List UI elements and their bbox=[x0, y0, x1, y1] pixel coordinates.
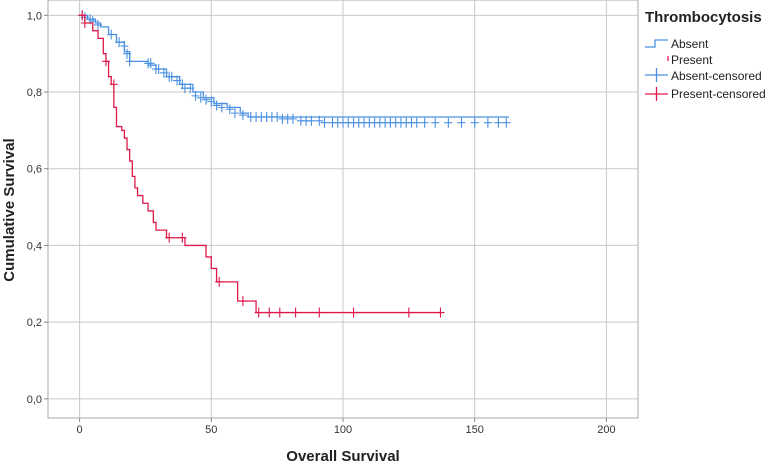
y-tick-label: 0,4 bbox=[27, 240, 42, 252]
x-tick-label: 50 bbox=[205, 424, 217, 436]
censor-mark-absent bbox=[494, 117, 503, 128]
y-tick-label: 0,2 bbox=[27, 317, 42, 329]
censor-mark-present bbox=[315, 307, 324, 318]
legend-swatch-absent bbox=[645, 39, 668, 48]
censor-mark-absent bbox=[154, 64, 163, 75]
censor-mark-absent bbox=[483, 117, 492, 128]
censor-mark-absent bbox=[457, 117, 466, 128]
censor-mark-present bbox=[78, 10, 87, 21]
survival-curve-present bbox=[79, 14, 441, 314]
censor-mark-absent bbox=[146, 58, 155, 69]
censor-mark-present bbox=[349, 307, 358, 318]
censor-mark-absent bbox=[320, 117, 329, 128]
censor-mark-present bbox=[275, 307, 284, 318]
censor-mark-absent bbox=[123, 48, 132, 59]
censor-mark-absent bbox=[307, 115, 316, 126]
legend-item-absent: Absent bbox=[645, 37, 709, 51]
censor-mark-absent bbox=[186, 83, 195, 94]
legend-label-present-censored: Present-censored bbox=[671, 87, 766, 101]
censor-mark-absent bbox=[225, 104, 234, 115]
censor-mark-present bbox=[109, 79, 118, 90]
y-axis-ticks: 0,0 0,2 0,4 0,6 0,8 1,0 bbox=[27, 10, 48, 406]
y-tick-label: 0,6 bbox=[27, 164, 42, 176]
censor-mark-absent bbox=[420, 117, 429, 128]
legend-item-present-censored: Present-censored bbox=[645, 87, 766, 101]
censor-mark-absent bbox=[191, 90, 200, 101]
censor-mark-absent bbox=[412, 117, 421, 128]
x-tick-label: 200 bbox=[597, 424, 615, 436]
legend-label-absent-censored: Absent-censored bbox=[671, 69, 762, 83]
legend-item-present: Present bbox=[667, 53, 713, 67]
censor-mark-absent bbox=[431, 117, 440, 128]
y-axis-title: Cumulative Survival bbox=[1, 138, 18, 281]
y-tick-label: 1,0 bbox=[27, 10, 42, 22]
censor-mark-absent bbox=[288, 113, 297, 124]
censor-mark-absent bbox=[159, 67, 168, 78]
x-tick-label: 0 bbox=[77, 424, 83, 436]
legend-label-present: Present bbox=[671, 53, 713, 67]
x-tick-label: 150 bbox=[466, 424, 484, 436]
censor-mark-absent bbox=[167, 71, 176, 82]
legend-swatch-present-censored bbox=[645, 87, 668, 101]
x-axis-ticks: 0 50 100 150 200 bbox=[77, 418, 616, 436]
censor-mark-present bbox=[404, 307, 413, 318]
censor-mark-absent bbox=[212, 100, 221, 111]
censor-mark-absent bbox=[120, 41, 129, 52]
censor-mark-absent bbox=[315, 115, 324, 126]
censor-mark-absent bbox=[217, 102, 226, 113]
censor-mark-absent bbox=[470, 117, 479, 128]
censor-mark-absent bbox=[94, 19, 103, 30]
censor-mark-present bbox=[80, 18, 89, 29]
censor-mark-present bbox=[291, 307, 300, 318]
censor-mark-present bbox=[165, 232, 174, 243]
legend-title: Thrombocytosis bbox=[645, 9, 762, 26]
legend-item-absent-censored: Absent-censored bbox=[645, 68, 762, 83]
censor-mark-absent bbox=[196, 92, 205, 103]
censor-mark-present bbox=[178, 232, 187, 243]
y-tick-label: 0,0 bbox=[27, 394, 42, 406]
censor-mark-present bbox=[265, 307, 274, 318]
censor-mark-absent bbox=[125, 56, 134, 67]
censor-mark-absent bbox=[444, 117, 453, 128]
censor-mark-absent bbox=[231, 108, 240, 119]
legend: Thrombocytosis Absent Present Absent-cen… bbox=[645, 9, 766, 101]
censor-mark-absent bbox=[107, 29, 116, 40]
censor-mark-present bbox=[101, 56, 110, 67]
censor-mark-absent bbox=[273, 111, 282, 122]
censor-mark-absent bbox=[115, 37, 124, 48]
censor-mark-absent bbox=[202, 94, 211, 105]
censor-mark-present bbox=[436, 307, 445, 318]
series-layer bbox=[78, 10, 511, 318]
grid-lines bbox=[48, 0, 638, 418]
censor-mark-present bbox=[254, 307, 263, 318]
legend-label-absent: Absent bbox=[671, 37, 709, 51]
legend-swatch-absent-censored bbox=[645, 68, 668, 82]
censor-mark-present bbox=[238, 296, 247, 307]
censor-mark-present bbox=[215, 276, 224, 287]
censor-mark-absent bbox=[207, 96, 216, 107]
censor-mark-absent bbox=[173, 75, 182, 86]
y-tick-label: 0,8 bbox=[27, 87, 42, 99]
x-axis-title: Overall Survival bbox=[286, 448, 399, 465]
censor-mark-absent bbox=[502, 117, 511, 128]
censor-mark-absent bbox=[238, 110, 247, 121]
x-tick-label: 100 bbox=[334, 424, 352, 436]
